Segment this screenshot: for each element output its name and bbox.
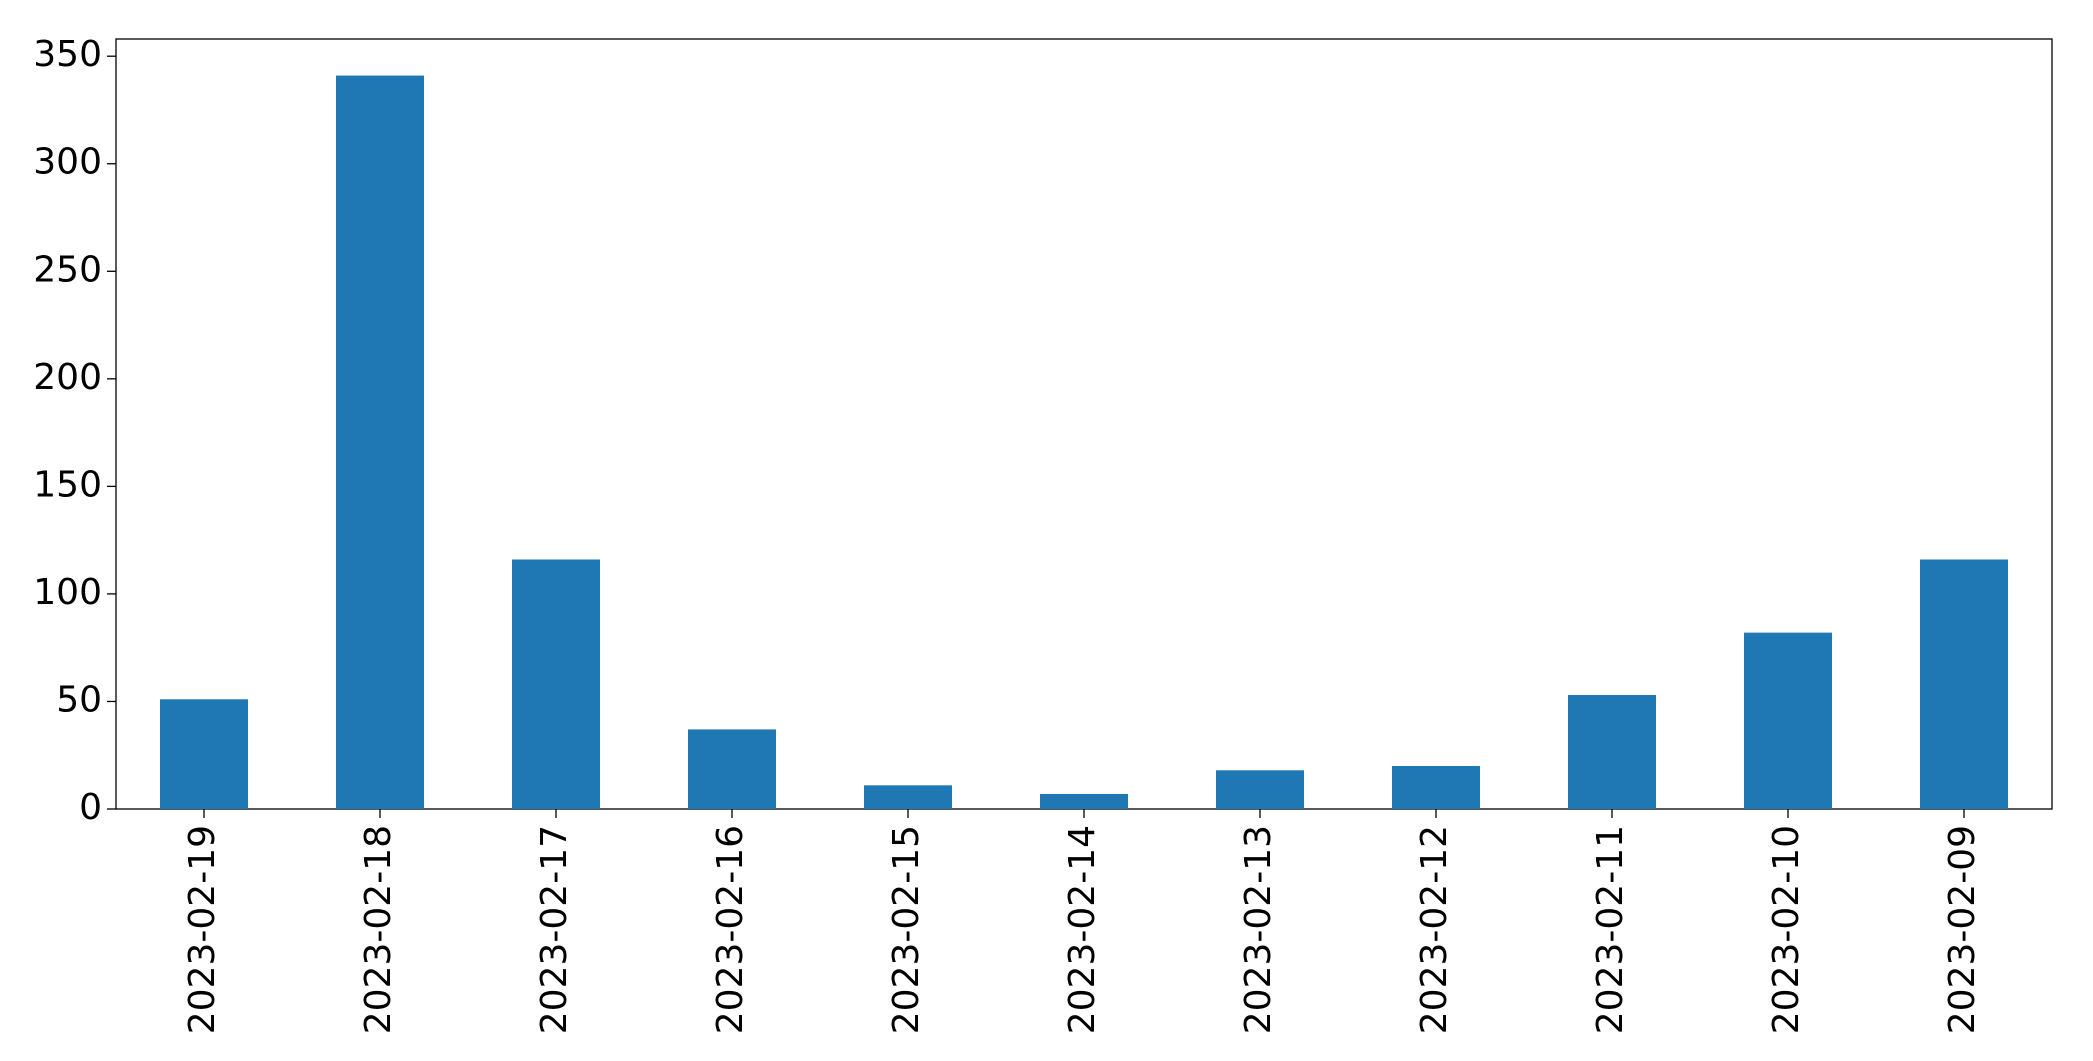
x-tick-label: 2023-02-11 — [1590, 825, 1631, 1034]
bar — [1040, 793, 1128, 809]
x-tick-label: 2023-02-17 — [534, 825, 575, 1034]
x-tick-label: 2023-02-15 — [886, 825, 927, 1034]
x-tick-label: 2023-02-14 — [1062, 825, 1103, 1034]
bar — [1920, 559, 2008, 809]
bar — [512, 559, 600, 809]
bar — [1568, 695, 1656, 809]
bar — [336, 75, 424, 809]
y-tick-label: 150 — [33, 464, 102, 505]
y-tick-label: 300 — [33, 142, 102, 183]
x-tick-label: 2023-02-18 — [358, 825, 399, 1034]
y-tick-label: 350 — [33, 34, 102, 75]
bar — [1744, 632, 1832, 809]
bar — [1392, 765, 1480, 809]
y-tick-label: 50 — [56, 679, 102, 720]
y-tick-label: 250 — [33, 249, 102, 290]
y-tick-label: 100 — [33, 572, 102, 613]
bar — [1216, 770, 1304, 809]
bar — [160, 699, 248, 809]
y-tick-label: 200 — [33, 357, 102, 398]
x-tick-label: 2023-02-09 — [1942, 825, 1983, 1034]
x-tick-label: 2023-02-12 — [1414, 825, 1455, 1034]
x-tick-label: 2023-02-16 — [710, 825, 751, 1034]
bar — [688, 729, 776, 809]
y-tick-label: 0 — [79, 787, 102, 828]
bar — [864, 785, 952, 809]
x-tick-label: 2023-02-10 — [1766, 825, 1807, 1034]
x-tick-label: 2023-02-19 — [182, 825, 223, 1034]
x-tick-label: 2023-02-13 — [1238, 825, 1279, 1034]
